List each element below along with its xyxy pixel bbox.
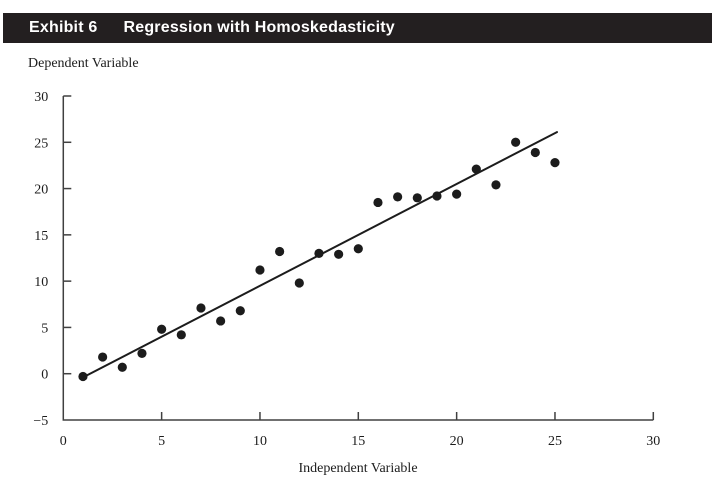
y-tick-label: 5 <box>41 321 48 336</box>
exhibit-header-bar: Exhibit 6 Regression with Homoskedastici… <box>3 13 712 43</box>
data-point <box>216 316 226 326</box>
y-tick-label: 15 <box>34 229 48 244</box>
data-point <box>275 246 285 257</box>
data-point <box>432 191 442 201</box>
axes-frame <box>62 96 654 421</box>
data-point <box>491 180 501 190</box>
data-point <box>471 164 481 174</box>
exhibit-title: Regression with Homoskedasticity <box>123 19 395 36</box>
data-point <box>393 192 403 202</box>
exhibit-number: Exhibit 6 <box>29 19 98 36</box>
y-tick-label: 0 <box>41 368 48 383</box>
data-point <box>294 278 304 288</box>
data-point <box>117 362 127 372</box>
data-point <box>550 158 560 168</box>
x-tick-label: 25 <box>548 434 562 449</box>
data-point <box>373 197 383 208</box>
data-point <box>511 137 521 147</box>
data-point <box>98 352 108 362</box>
data-point <box>157 324 167 334</box>
y-tick-label: −5 <box>33 414 48 429</box>
data-point <box>137 348 147 358</box>
x-tick-label: 15 <box>351 434 365 449</box>
y-tick-label: 25 <box>34 136 48 151</box>
y-tick-label: 20 <box>34 183 48 198</box>
x-tick-label: 30 <box>646 434 660 449</box>
data-point <box>452 189 462 199</box>
data-point <box>412 193 422 203</box>
y-axis-title: Dependent Variable <box>28 56 139 71</box>
data-point <box>235 306 245 316</box>
x-tick-label: 10 <box>253 434 267 449</box>
y-tick-label: 10 <box>34 275 48 290</box>
x-tick-label: 20 <box>450 434 464 449</box>
data-point <box>353 244 363 254</box>
data-point <box>255 265 265 275</box>
data-point <box>530 147 540 158</box>
data-point <box>176 330 186 340</box>
data-point <box>314 248 324 258</box>
data-point <box>196 303 206 313</box>
x-tick-label: 5 <box>158 434 165 449</box>
y-tick-label: 30 <box>34 90 48 105</box>
data-point <box>78 371 88 382</box>
data-point <box>334 249 344 259</box>
x-axis-title: Independent Variable <box>298 461 418 476</box>
x-tick-label: 0 <box>60 434 67 449</box>
